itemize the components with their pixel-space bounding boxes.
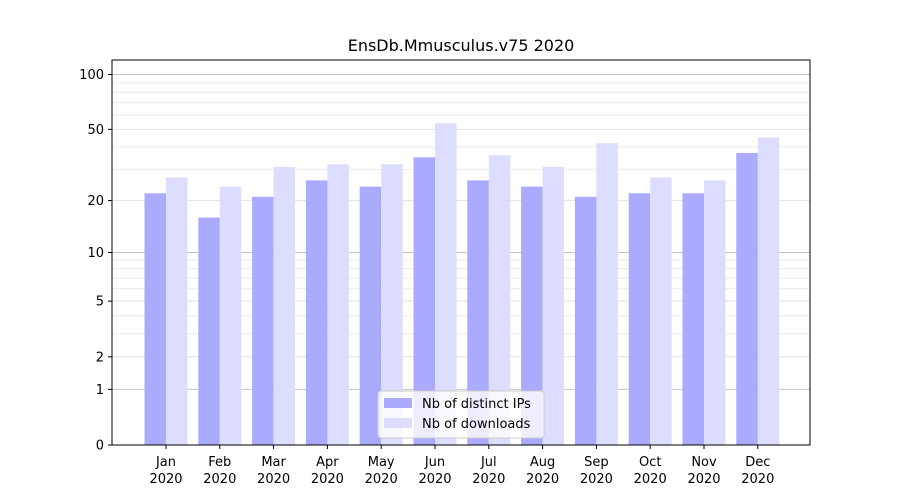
bar-downloads — [435, 123, 457, 445]
y-tick-label: 50 — [87, 123, 104, 138]
bar-downloads — [596, 143, 618, 446]
x-tick-label-year: 2020 — [634, 472, 667, 487]
x-tick-label-month: Dec — [745, 455, 770, 470]
x-tick-label-year: 2020 — [580, 472, 613, 487]
y-tick-label: 5 — [96, 295, 104, 310]
bar-distinct-ips — [521, 186, 543, 445]
y-tick-label: 2 — [96, 350, 104, 365]
bar-downloads — [381, 164, 403, 445]
x-tick-label-year: 2020 — [526, 472, 559, 487]
x-tick-label-year: 2020 — [203, 472, 236, 487]
y-tick-label: 100 — [79, 68, 104, 83]
x-tick-label-month: Feb — [208, 455, 231, 470]
y-axis: 0 1 2 5 10 20 50 100 — [79, 68, 112, 454]
x-tick-label-year: 2020 — [687, 472, 720, 487]
y-tick-label: 20 — [87, 194, 104, 209]
x-tick-label-month: Sep — [584, 455, 609, 470]
y-tick-label: 10 — [87, 246, 104, 261]
bars — [144, 123, 780, 446]
x-tick-label-month: Nov — [691, 455, 717, 470]
x-tick-label-month: May — [368, 455, 395, 470]
bar-distinct-ips — [252, 196, 274, 445]
bar-downloads — [650, 177, 672, 445]
bar-downloads — [542, 166, 565, 446]
x-tick-label-month: Mar — [261, 455, 286, 470]
bar-downloads — [166, 177, 188, 445]
y-tick-label: 1 — [96, 383, 104, 398]
x-tick-label-year: 2020 — [418, 472, 451, 487]
x-axis: Jan 2020 Feb 2020 Mar 2020 Apr 2020 May 2020 Jun 20… — [149, 445, 774, 487]
legend-swatch — [384, 398, 412, 408]
bar-downloads — [219, 186, 242, 445]
legend: Nb of distinct IPs Nb of downloads — [377, 390, 545, 439]
x-tick-label-year: 2020 — [365, 472, 398, 487]
x-tick-label-month: Oct — [639, 455, 661, 470]
x-tick-label-month: Aug — [530, 455, 555, 470]
bar-distinct-ips — [574, 196, 597, 445]
x-tick-label-month: Jan — [155, 455, 176, 470]
x-tick-label-month: Apr — [316, 455, 339, 470]
x-tick-label-year: 2020 — [257, 472, 290, 487]
bar-distinct-ips — [413, 157, 435, 445]
bar-downloads — [488, 155, 511, 446]
bar-downloads — [327, 164, 349, 445]
x-tick-label-year: 2020 — [741, 472, 774, 487]
bar-distinct-ips — [628, 193, 651, 445]
bar-distinct-ips — [198, 217, 220, 445]
legend-box — [377, 390, 545, 439]
bar-distinct-ips — [359, 186, 382, 445]
legend-swatch — [384, 418, 412, 428]
bar-downloads — [704, 180, 726, 446]
chart-title: EnsDb.Mmusculus.v75 2020 — [348, 36, 575, 55]
bar-downloads — [757, 137, 780, 445]
bar-distinct-ips — [144, 193, 166, 445]
x-tick-label-year: 2020 — [311, 472, 344, 487]
bar-distinct-ips — [305, 180, 328, 446]
x-tick-label-month: Jun — [424, 455, 445, 470]
x-tick-label-month: Jul — [480, 455, 497, 470]
bar-distinct-ips — [467, 180, 489, 446]
y-tick-label: 0 — [96, 439, 104, 454]
bar-distinct-ips — [736, 152, 758, 445]
x-tick-label-year: 2020 — [149, 472, 182, 487]
x-tick-label-year: 2020 — [472, 472, 505, 487]
bar-downloads — [273, 166, 296, 446]
legend-label: Nb of downloads — [422, 417, 531, 432]
bar-distinct-ips — [682, 193, 704, 445]
legend-label: Nb of distinct IPs — [422, 397, 531, 412]
